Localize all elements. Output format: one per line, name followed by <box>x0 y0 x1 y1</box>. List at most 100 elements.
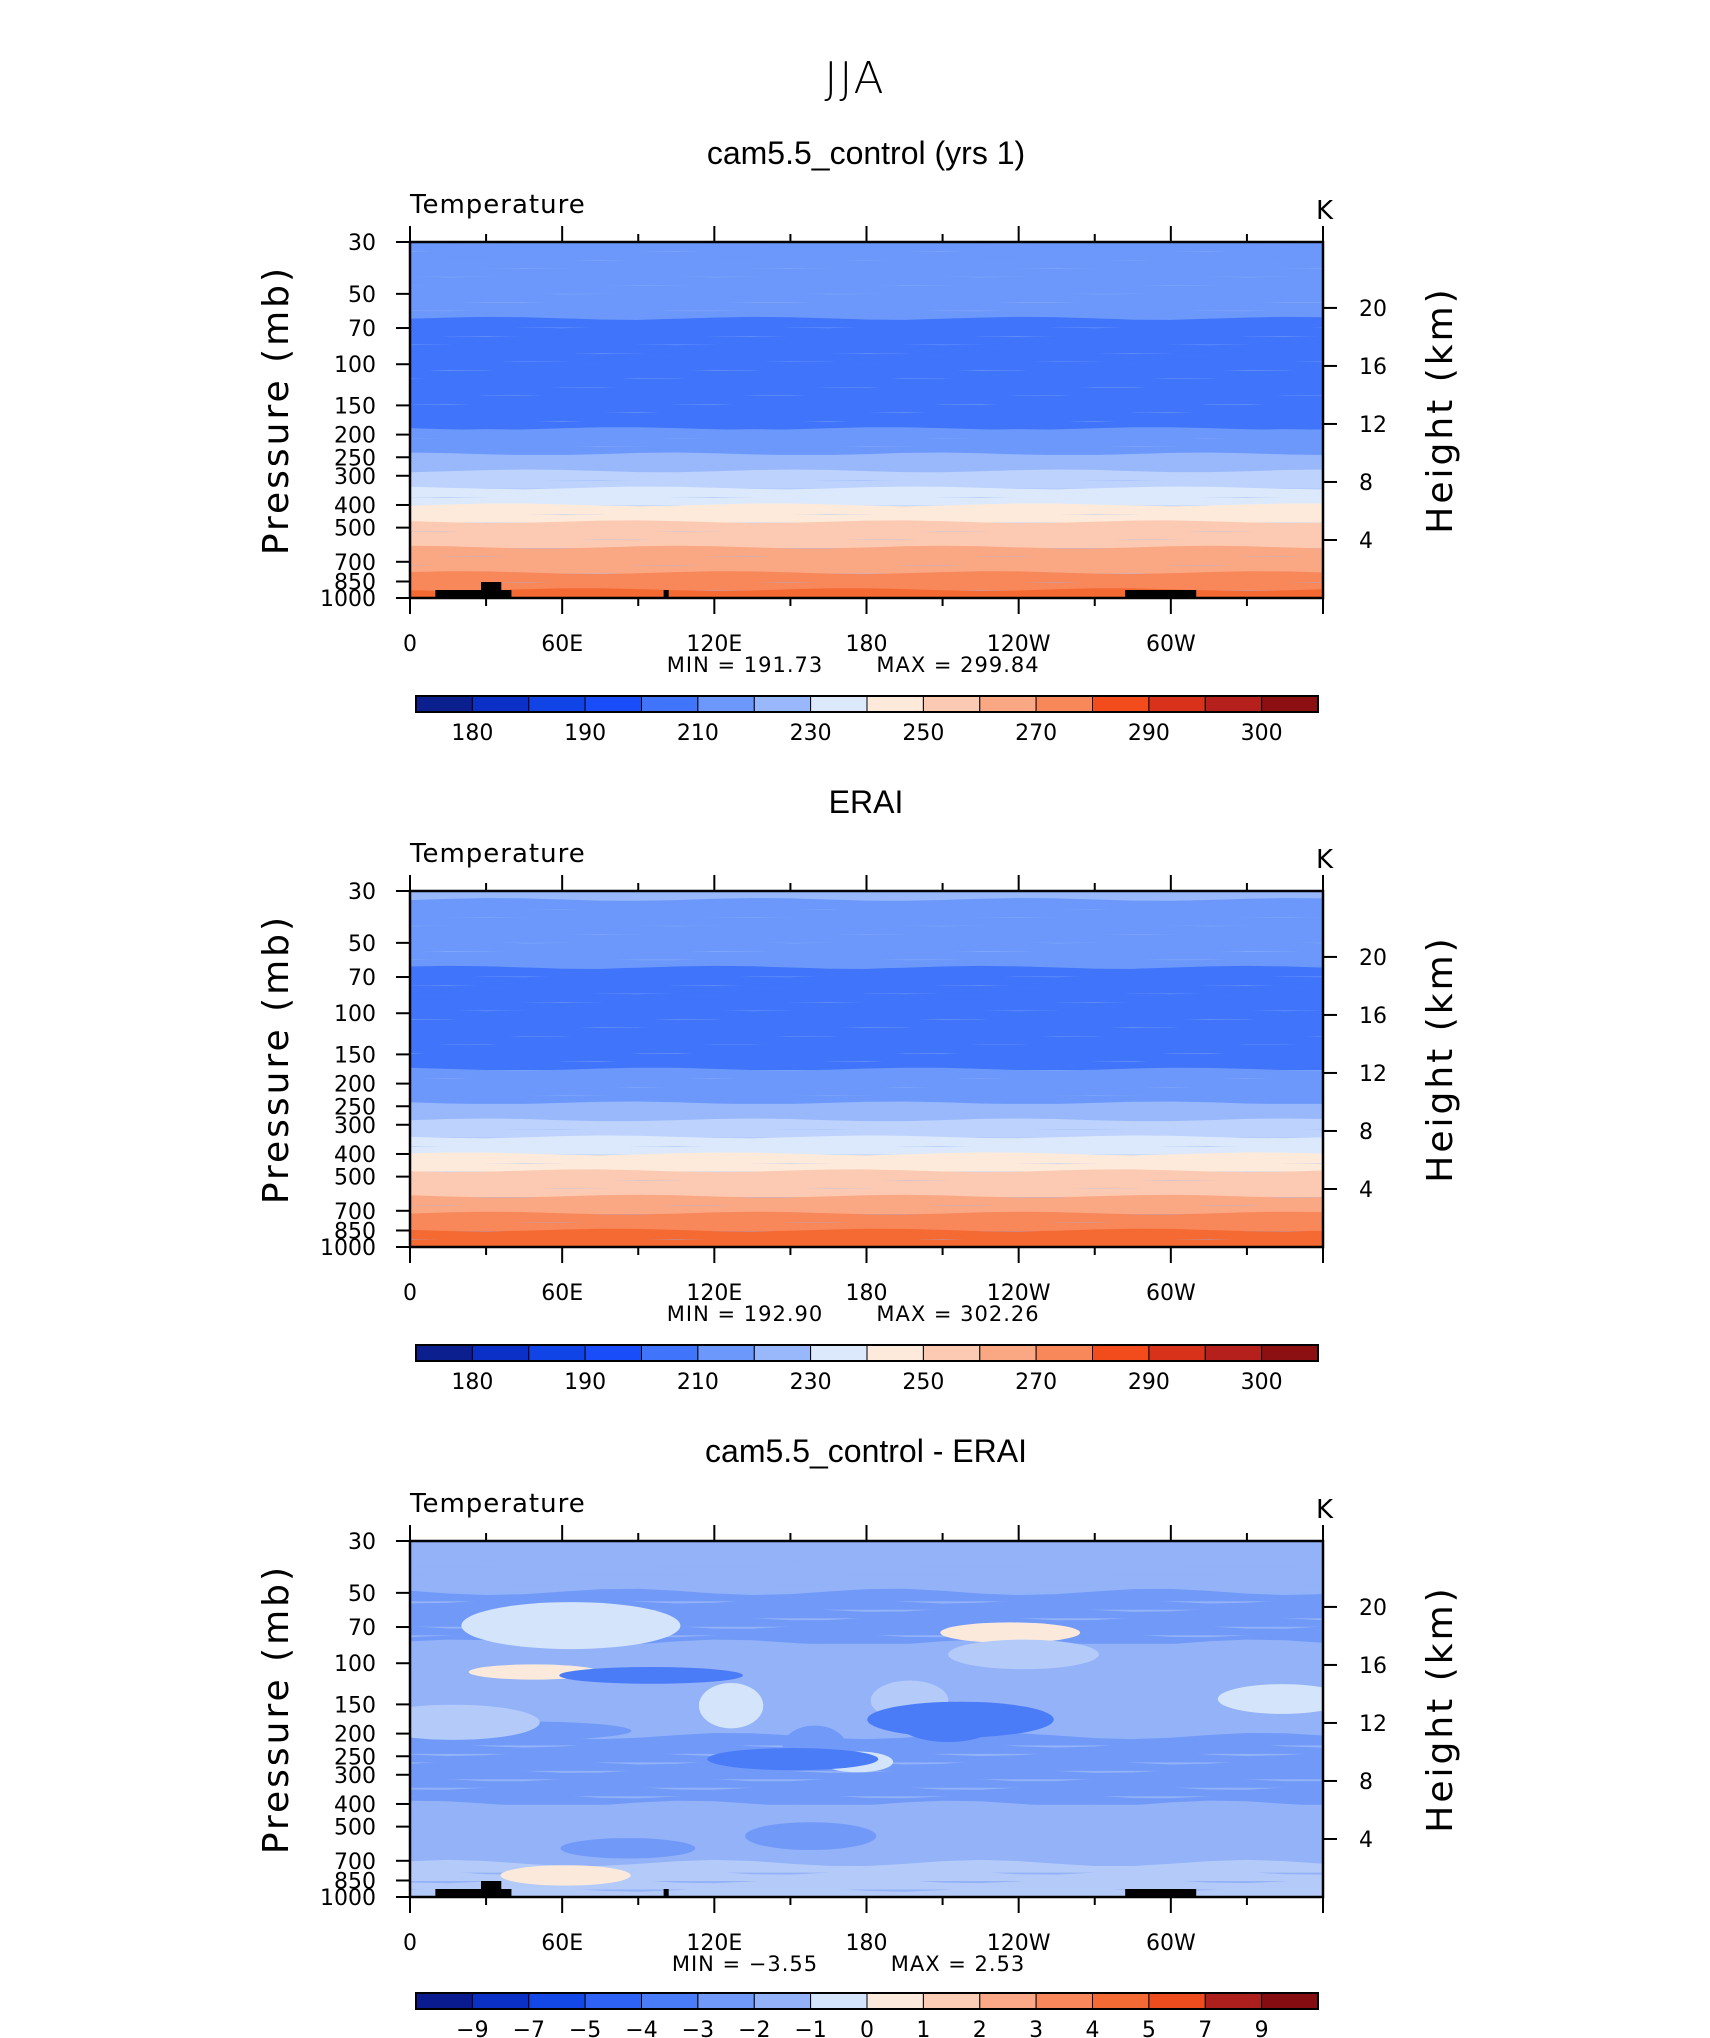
y-tick-label: 50 <box>348 283 376 308</box>
y-tick-label: 400 <box>334 1793 376 1818</box>
colorbar-label: 5 <box>1142 2018 1156 2038</box>
colorbar-box <box>1261 1992 1319 2010</box>
contour-band <box>410 1563 1323 1576</box>
contour-band <box>410 1817 1323 1831</box>
y2-tick-label: 16 <box>1359 355 1387 380</box>
y-tick-label: 70 <box>348 1616 376 1641</box>
x-tick-label: 60E <box>541 632 583 657</box>
colorbar-box <box>584 695 642 713</box>
y-tick-label: 700 <box>334 1200 376 1225</box>
y-tick-label: 30 <box>348 231 376 256</box>
colorbar-box <box>866 1344 924 1362</box>
colorbar-label: −1 <box>794 2018 826 2038</box>
x-tick-label: 0 <box>403 1281 417 1306</box>
x-tick-label: 120W <box>987 632 1051 657</box>
y-tick-label: 200 <box>334 1073 376 1098</box>
colorbar-box <box>641 1992 699 2010</box>
contour-band <box>410 1177 1323 1189</box>
contour-band <box>410 520 1323 532</box>
y-tick-label: 30 <box>348 1530 376 1555</box>
contour-band <box>410 1126 1323 1138</box>
colorbar-label: 270 <box>1015 721 1057 746</box>
contour-patch <box>867 1701 1054 1738</box>
contour-band <box>410 1033 1323 1045</box>
colorbar: −9 −7 −5 −4 −3 −2 −1 0 1 2 3 4 5 7 9 <box>415 1992 1319 2038</box>
contour-band <box>410 274 1323 286</box>
max-label: MAX = 299.84 <box>876 653 1039 677</box>
colorbar-box <box>1035 1992 1093 2010</box>
x-tick-label: 180 <box>846 1931 888 1956</box>
colorbar-box <box>1148 695 1206 713</box>
y-tick-label: 400 <box>334 1143 376 1168</box>
y2-tick-label: 16 <box>1359 1004 1387 1029</box>
y2-tick-label: 20 <box>1359 946 1387 971</box>
contour-band <box>410 435 1323 447</box>
contour-band <box>410 1118 1323 1130</box>
units-label: K <box>1316 196 1334 226</box>
contour-band <box>410 1059 1323 1070</box>
colorbar-label: −2 <box>738 2018 770 2038</box>
contour-patch <box>707 1748 879 1771</box>
max-label: MAX = 2.53 <box>891 1952 1026 1976</box>
colorbar: 180 190 210 230 250 270 290 300 <box>415 695 1319 746</box>
contour-band <box>410 579 1323 591</box>
contour-band <box>410 1211 1323 1223</box>
contour-band <box>410 1724 1323 1737</box>
colorbar-label: 210 <box>677 1370 719 1395</box>
variable-label: Temperature <box>409 1489 586 1519</box>
contour-band <box>410 940 1323 952</box>
colorbar-frame <box>415 1992 1319 2010</box>
contour-band <box>410 1571 1323 1585</box>
y2-axis-label: Height (km) <box>1420 935 1461 1182</box>
contour-band <box>410 384 1323 396</box>
y2-tick-label: 12 <box>1359 1062 1387 1087</box>
contour-band <box>410 1050 1323 1062</box>
colorbar-box <box>415 1992 473 2010</box>
contour-band <box>410 1228 1323 1240</box>
colorbar-box <box>697 695 755 713</box>
y2-tick-label: 8 <box>1359 1770 1373 1795</box>
colorbar-box <box>1148 1344 1206 1362</box>
y-tick-label: 500 <box>334 1166 376 1191</box>
contour-band <box>410 906 1323 918</box>
contour-band <box>410 1110 1323 1121</box>
y-axis-label: Pressure (mb) <box>256 914 297 1204</box>
y-tick-label: 1000 <box>320 1886 376 1911</box>
colorbar-box <box>584 1344 642 1362</box>
contour-patch <box>559 1667 743 1684</box>
contour-band <box>410 999 1323 1011</box>
topography-mask <box>1125 590 1197 598</box>
contour-band <box>410 1084 1323 1096</box>
contour-band <box>410 923 1323 935</box>
contour-band <box>410 342 1323 354</box>
colorbar-box <box>1092 695 1150 713</box>
min-label: MIN = 192.90 <box>667 1302 823 1326</box>
colorbar-box <box>1204 1344 1263 1362</box>
colorbar-box <box>415 1344 473 1362</box>
contour-band <box>410 1186 1323 1198</box>
colorbar-frame <box>415 695 1319 713</box>
y2-tick-label: 4 <box>1359 1178 1373 1203</box>
contour-band <box>410 242 1323 252</box>
units-label: K <box>1316 1495 1334 1525</box>
contour-band <box>410 1042 1323 1053</box>
contour-band <box>410 915 1323 926</box>
colorbar-box <box>866 695 924 713</box>
y-tick-label: 200 <box>334 424 376 449</box>
colorbar-label: 290 <box>1128 1370 1170 1395</box>
colorbar-label: −5 <box>569 2018 601 2038</box>
contour-band <box>410 1885 1323 1897</box>
y-tick-label: 850 <box>334 1870 376 1895</box>
y-tick-label: 1000 <box>320 1236 376 1261</box>
y-tick-label: 300 <box>334 1764 376 1789</box>
contour-band <box>410 957 1323 969</box>
x-tick-label: 60W <box>1146 632 1196 657</box>
y2-tick-label: 8 <box>1359 471 1373 496</box>
contour-band <box>410 1851 1323 1865</box>
contour-band <box>410 477 1323 489</box>
colorbar-label: 210 <box>677 721 719 746</box>
contour-band <box>410 503 1323 515</box>
colorbar-box <box>979 1344 1037 1362</box>
contour-band <box>410 1690 1323 1703</box>
